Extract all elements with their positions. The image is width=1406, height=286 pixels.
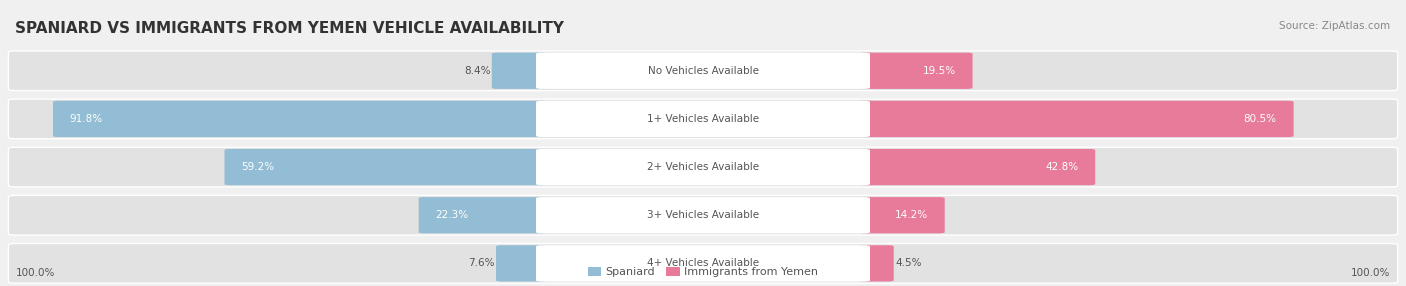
Text: 4.5%: 4.5% [896, 258, 921, 268]
FancyBboxPatch shape [8, 195, 1398, 235]
FancyBboxPatch shape [536, 149, 870, 185]
FancyBboxPatch shape [225, 149, 547, 185]
FancyBboxPatch shape [496, 245, 547, 281]
FancyBboxPatch shape [536, 53, 870, 89]
Text: 91.8%: 91.8% [70, 114, 103, 124]
FancyBboxPatch shape [8, 244, 1398, 283]
FancyBboxPatch shape [53, 101, 547, 137]
FancyBboxPatch shape [859, 149, 1095, 185]
Text: 19.5%: 19.5% [922, 66, 956, 76]
Text: 14.2%: 14.2% [894, 210, 928, 220]
FancyBboxPatch shape [536, 101, 870, 137]
FancyBboxPatch shape [8, 51, 1398, 91]
Text: 7.6%: 7.6% [468, 258, 495, 268]
FancyBboxPatch shape [859, 53, 973, 89]
Text: No Vehicles Available: No Vehicles Available [648, 66, 758, 76]
FancyBboxPatch shape [8, 147, 1398, 187]
Text: 42.8%: 42.8% [1045, 162, 1078, 172]
Legend: Spaniard, Immigrants from Yemen: Spaniard, Immigrants from Yemen [583, 263, 823, 282]
FancyBboxPatch shape [859, 197, 945, 233]
Text: SPANIARD VS IMMIGRANTS FROM YEMEN VEHICLE AVAILABILITY: SPANIARD VS IMMIGRANTS FROM YEMEN VEHICL… [15, 21, 564, 36]
Text: 22.3%: 22.3% [436, 210, 468, 220]
Text: 4+ Vehicles Available: 4+ Vehicles Available [647, 258, 759, 268]
Text: 2+ Vehicles Available: 2+ Vehicles Available [647, 162, 759, 172]
FancyBboxPatch shape [492, 53, 547, 89]
Text: 100.0%: 100.0% [1351, 268, 1391, 278]
FancyBboxPatch shape [8, 99, 1398, 139]
Text: 100.0%: 100.0% [15, 268, 55, 278]
FancyBboxPatch shape [536, 245, 870, 281]
Text: Source: ZipAtlas.com: Source: ZipAtlas.com [1279, 21, 1391, 31]
Text: 8.4%: 8.4% [464, 66, 491, 76]
Text: 80.5%: 80.5% [1244, 114, 1277, 124]
FancyBboxPatch shape [536, 197, 870, 233]
FancyBboxPatch shape [859, 245, 894, 281]
FancyBboxPatch shape [859, 101, 1294, 137]
Text: 3+ Vehicles Available: 3+ Vehicles Available [647, 210, 759, 220]
FancyBboxPatch shape [419, 197, 547, 233]
Text: 1+ Vehicles Available: 1+ Vehicles Available [647, 114, 759, 124]
Text: 59.2%: 59.2% [242, 162, 274, 172]
